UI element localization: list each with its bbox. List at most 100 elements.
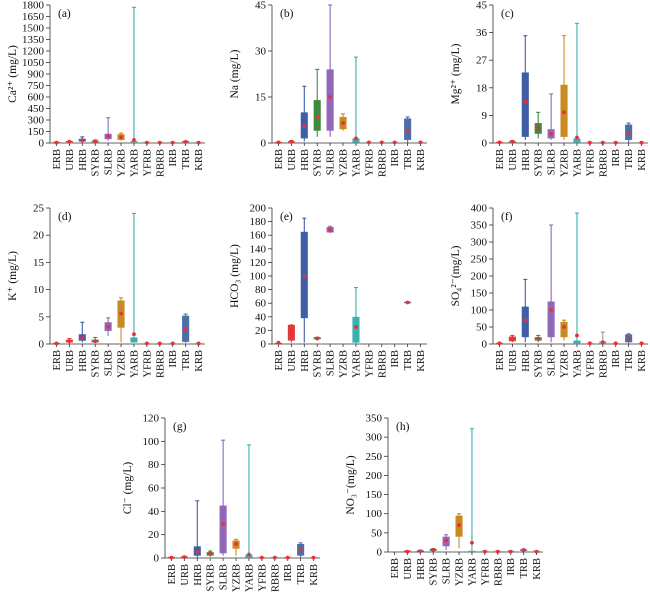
- mean-marker: [298, 547, 303, 552]
- box-irb: [284, 555, 292, 560]
- category-label-rbrb: RBRB: [377, 149, 388, 177]
- mean-marker: [392, 140, 397, 145]
- y-tick-label: 25: [33, 203, 45, 215]
- mean-marker: [80, 138, 85, 143]
- category-label-yfrb: YFRB: [364, 350, 375, 377]
- mean-marker: [470, 540, 474, 545]
- box-hrb: [300, 217, 308, 343]
- mean-marker: [234, 542, 238, 546]
- category-label-trb: TRB: [181, 149, 192, 169]
- category-label-trb: TRB: [624, 350, 635, 370]
- box-urb: [65, 139, 73, 144]
- box-yarb: [352, 56, 360, 143]
- category-label-krb: KRB: [416, 149, 427, 171]
- category-label-trb: TRB: [519, 558, 530, 578]
- category-label-irb: IRB: [506, 558, 517, 576]
- box-urb: [403, 549, 411, 554]
- box-body: [521, 72, 529, 137]
- mean-marker: [341, 121, 345, 125]
- panel-c: 0 9 18 27 36 45 ERB URB HRB SYRB SLRB YZRB YARB YFRB R…: [450, 0, 648, 177]
- y-tick-label: 750: [28, 80, 45, 92]
- panel-h: 0 50 100 150 200 250 300 350 ERB URB HRB SYRB SLRB YZ…: [345, 413, 543, 587]
- box-body: [130, 337, 138, 343]
- mean-marker: [379, 140, 384, 145]
- mean-marker: [328, 95, 333, 99]
- box-yfrb: [586, 140, 594, 145]
- y-axis-title: HCO₃ (mg/L): [229, 244, 241, 308]
- y-tick-label: 27: [476, 55, 488, 67]
- axis-frame: [164, 418, 320, 559]
- mean-marker: [600, 140, 605, 145]
- box-urb: [287, 139, 295, 144]
- box-erb: [495, 341, 504, 346]
- box-body: [219, 505, 227, 554]
- y-tick-label: 120: [143, 413, 160, 425]
- box-urb: [508, 139, 516, 144]
- y-axis-title: NO₃⁻(mg/L): [345, 455, 357, 514]
- category-label-yzrb: YZRB: [339, 149, 350, 177]
- y-tick-label: 300: [471, 237, 488, 249]
- mean-marker: [536, 337, 541, 341]
- box-yfrb: [143, 341, 151, 346]
- box-urb: [65, 338, 73, 344]
- box-syrb: [429, 548, 437, 552]
- box-irb: [169, 341, 177, 346]
- box-body: [547, 301, 555, 338]
- category-label-irb: IRB: [168, 149, 179, 167]
- box-rbrb: [271, 555, 279, 560]
- box-rbrb: [599, 331, 607, 345]
- mean-marker: [119, 135, 123, 140]
- panel-b: 0 15 30 45 ERB URB HRB SYRB SLRB YZRB YARB YFRB RBRB…: [229, 0, 427, 177]
- y-axis-title: Ca²⁺ (mg/L): [7, 45, 19, 103]
- y-tick-label: 0: [482, 339, 488, 351]
- mean-marker: [221, 522, 226, 527]
- axis-frame: [271, 5, 427, 144]
- mean-marker: [311, 555, 316, 560]
- mean-marker: [639, 140, 644, 145]
- box-body: [560, 321, 568, 338]
- category-label-krb: KRB: [416, 350, 427, 372]
- box-syrb: [206, 550, 214, 557]
- mean-marker: [431, 548, 436, 552]
- box-body: [352, 138, 360, 143]
- mean-marker: [405, 549, 410, 554]
- mean-marker: [132, 138, 136, 142]
- box-hrb: [521, 278, 529, 343]
- y-tick-label: 200: [471, 271, 488, 283]
- y-tick-label: 5: [39, 311, 45, 323]
- y-tick-label: 300: [366, 432, 383, 444]
- category-label-hrb: HRB: [78, 149, 89, 171]
- box-yarb: [130, 6, 138, 143]
- panel-label: (a): [58, 8, 71, 20]
- mean-marker: [523, 99, 528, 104]
- y-tick-label: 0: [261, 339, 267, 351]
- mean-marker: [562, 110, 566, 115]
- category-label-irb: IRB: [390, 350, 401, 368]
- category-label-irb: IRB: [283, 564, 294, 582]
- y-tick-label: 100: [250, 271, 267, 283]
- category-label-trb: TRB: [624, 149, 635, 169]
- y-tick-label: 18: [476, 82, 488, 94]
- box-erb: [167, 555, 176, 560]
- y-tick-label: 1200: [22, 46, 45, 58]
- mean-marker: [626, 131, 631, 136]
- mean-marker: [613, 341, 618, 346]
- category-label-syrb: SYRB: [313, 350, 324, 377]
- y-tick-label: 450: [28, 103, 45, 115]
- category-label-yzrb: YZRB: [117, 149, 128, 177]
- category-label-erb: ERB: [52, 149, 63, 169]
- box-yarb: [130, 212, 138, 343]
- y-tick-label: 80: [255, 284, 267, 296]
- box-erb: [52, 140, 61, 145]
- box-krb: [532, 549, 541, 554]
- box-slrb: [326, 4, 334, 137]
- category-label-rbrb: RBRB: [377, 350, 388, 378]
- box-irb: [612, 140, 620, 145]
- mean-marker: [144, 140, 149, 145]
- mean-marker: [523, 318, 528, 323]
- mean-marker: [549, 308, 554, 312]
- y-tick-label: 20: [33, 230, 45, 242]
- category-label-syrb: SYRB: [534, 350, 545, 377]
